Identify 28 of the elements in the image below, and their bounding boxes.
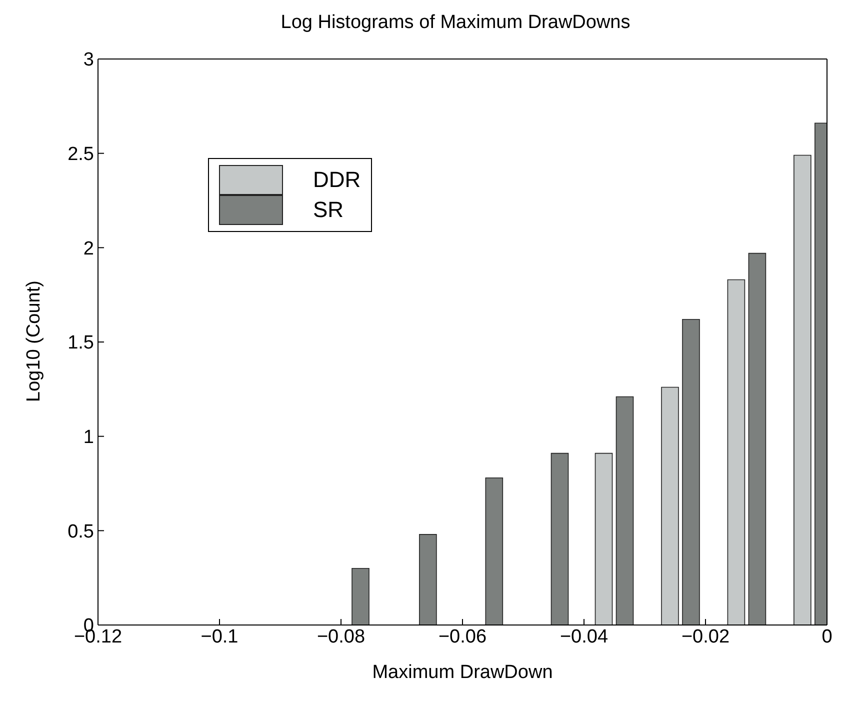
bar xyxy=(727,279,746,625)
y-tick-label: 2.5 xyxy=(68,144,94,166)
bar xyxy=(682,318,700,625)
bar xyxy=(352,568,370,625)
y-tick-label: 1 xyxy=(83,427,94,448)
chart-title: Log Histograms of Maximum DrawDowns xyxy=(280,11,632,35)
bar xyxy=(661,386,679,625)
bar xyxy=(794,154,812,625)
y-tick-label: 1.5 xyxy=(68,332,94,354)
legend-label: SR xyxy=(313,196,344,224)
x-tick-label: −0.02 xyxy=(681,626,730,648)
legend-label: DDR xyxy=(313,166,361,194)
bar xyxy=(594,452,613,625)
x-tick-label: −0.06 xyxy=(438,626,487,648)
y-tick-label: 2 xyxy=(83,238,94,260)
y-tick-label: 3 xyxy=(83,50,94,71)
x-tick-label: −0.1 xyxy=(200,626,238,648)
bar xyxy=(485,477,504,625)
x-tick-label: 0 xyxy=(822,626,832,648)
bar xyxy=(616,396,634,625)
x-axis-title: Maximum DrawDown xyxy=(372,662,553,683)
x-tick-label: −0.04 xyxy=(560,626,608,648)
y-axis-title: Log10 (Count) xyxy=(24,280,45,402)
bar xyxy=(550,452,569,625)
x-tick-label: −0.08 xyxy=(316,626,366,648)
bar xyxy=(748,252,766,625)
bar xyxy=(419,534,437,625)
y-tick-label: 0.5 xyxy=(68,521,94,542)
